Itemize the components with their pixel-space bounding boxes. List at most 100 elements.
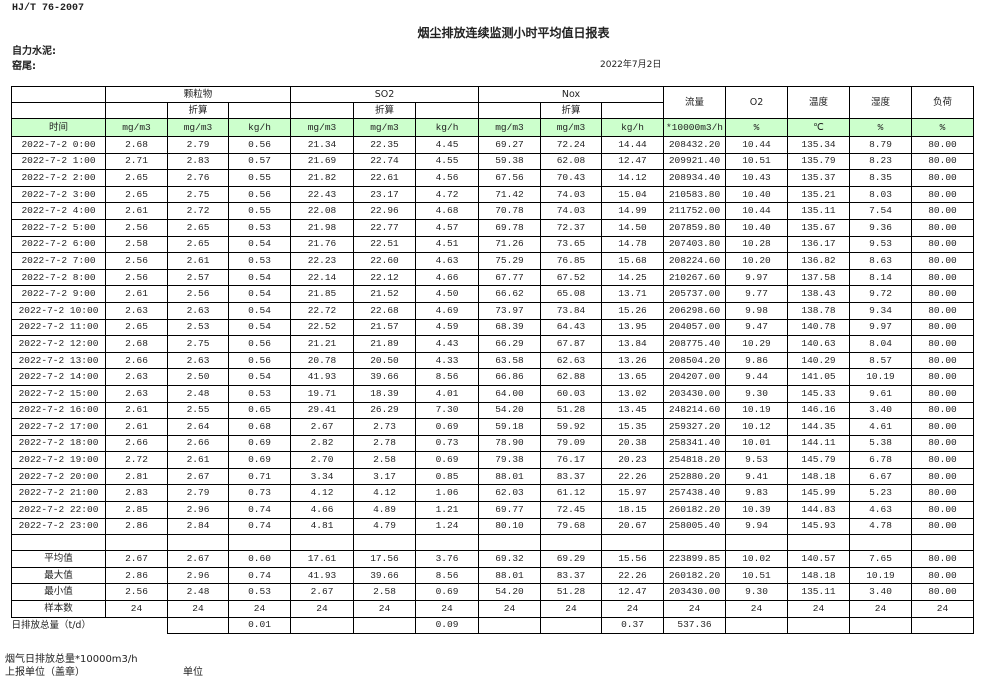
summary-value: 10.02 (725, 550, 788, 568)
value-cell: 2.58 (353, 451, 416, 469)
summary-label: 样本数 (11, 600, 106, 618)
daily-total-value: 537.36 (663, 616, 726, 635)
column-header: 温度 (787, 86, 850, 119)
value-cell: 4.66 (290, 501, 354, 519)
value-cell: 2.68 (105, 136, 168, 154)
value-cell: 0.53 (228, 218, 291, 237)
value-cell: 22.74 (353, 152, 416, 171)
time-cell: 2022-7-2 23:00 (11, 517, 106, 536)
value-cell: 20.38 (601, 434, 664, 453)
summary-value: 0.74 (228, 566, 291, 585)
value-cell: 208432.20 (663, 136, 726, 154)
corner-cell (11, 86, 106, 103)
summary-value: 223899.85 (663, 550, 726, 568)
value-cell: 2.61 (167, 252, 229, 270)
value-cell: 66.86 (478, 368, 541, 386)
value-cell: 15.04 (601, 185, 664, 204)
value-cell: 2.61 (105, 285, 168, 303)
value-cell: 15.68 (601, 252, 664, 270)
value-cell: 80.00 (911, 368, 974, 386)
value-cell: 6.78 (849, 451, 912, 469)
value-cell: 140.29 (787, 351, 850, 370)
value-cell: 14.99 (601, 202, 664, 220)
summary-value: 24 (105, 600, 168, 618)
summary-value: 22.26 (601, 566, 664, 585)
value-cell: 9.86 (725, 351, 788, 370)
value-cell: 204207.00 (663, 368, 726, 386)
value-cell: 2.72 (167, 202, 229, 220)
time-cell: 2022-7-2 7:00 (11, 252, 106, 270)
blank-cell (787, 534, 850, 552)
table-row: 2022-7-2 11:00 2.65 2.53 0.54 22.52 21.57 4.59… (11, 318, 974, 337)
table-row: 2022-7-2 7:00 2.56 2.61 0.53 22.23 22.60 4.63 7… (11, 252, 974, 270)
value-cell: 9.47 (725, 318, 788, 337)
value-cell: 207403.80 (663, 235, 726, 254)
value-cell: 4.01 (415, 384, 479, 403)
value-cell: 0.56 (228, 136, 291, 154)
value-cell: 0.69 (228, 451, 291, 469)
value-cell: 14.50 (601, 218, 664, 237)
sub-header-blank (601, 102, 664, 119)
value-cell: 10.51 (725, 152, 788, 171)
value-cell: 2.53 (167, 318, 229, 337)
summary-value: 15.56 (601, 550, 664, 568)
value-cell: 135.34 (787, 136, 850, 154)
value-cell: 80.00 (911, 318, 974, 337)
value-cell: 2.50 (167, 368, 229, 386)
daily-total-value (849, 616, 912, 635)
table-row: 2022-7-2 18:00 2.66 2.66 0.69 2.82 2.78 0.73 78… (11, 434, 974, 453)
summary-value: 24 (415, 600, 479, 618)
group-header: 颗粒物 (105, 86, 291, 103)
value-cell: 8.14 (849, 268, 912, 287)
summary-value: 0.69 (415, 583, 479, 602)
value-cell: 0.56 (228, 351, 291, 370)
value-cell: 22.77 (353, 218, 416, 237)
blank-cell (290, 534, 354, 552)
value-cell: 79.38 (478, 451, 541, 469)
value-cell: 4.78 (849, 517, 912, 536)
summary-value: 39.66 (353, 566, 416, 585)
value-cell: 257438.40 (663, 484, 726, 503)
value-cell: 88.01 (478, 467, 541, 486)
value-cell: 21.85 (290, 285, 354, 303)
summary-value: 135.11 (787, 583, 850, 602)
column-header: O2 (725, 86, 788, 119)
value-cell: 2.70 (290, 451, 354, 469)
report-date: 2022年7月2日 (600, 60, 662, 70)
value-cell: 54.20 (478, 401, 541, 420)
value-cell: 9.41 (725, 467, 788, 486)
value-cell: 62.63 (540, 351, 602, 370)
value-cell: 66.29 (478, 335, 541, 353)
value-cell: 59.38 (478, 152, 541, 171)
blank-cell (725, 534, 788, 552)
value-cell: 62.03 (478, 484, 541, 503)
value-cell: 2.63 (167, 301, 229, 320)
value-cell: 9.44 (725, 368, 788, 386)
value-cell: 8.79 (849, 136, 912, 154)
value-cell: 0.53 (228, 384, 291, 403)
value-cell: 4.59 (415, 318, 479, 337)
summary-label: 平均值 (11, 550, 106, 568)
value-cell: 21.69 (290, 152, 354, 171)
value-cell: 1.21 (415, 501, 479, 519)
time-cell: 2022-7-2 5:00 (11, 218, 106, 237)
summary-value: 2.86 (105, 566, 168, 585)
daily-total-value (353, 616, 416, 635)
value-cell: 2.64 (167, 418, 229, 436)
summary-value: 54.20 (478, 583, 541, 602)
value-cell: 2.61 (105, 418, 168, 436)
value-cell: 2.73 (353, 418, 416, 436)
value-cell: 21.34 (290, 136, 354, 154)
value-cell: 80.00 (911, 517, 974, 536)
value-cell: 71.26 (478, 235, 541, 254)
value-cell: 65.08 (540, 285, 602, 303)
table-row: 2022-7-2 6:00 2.58 2.65 0.54 21.76 22.51 4.51 7… (11, 235, 974, 254)
value-cell: 2.75 (167, 185, 229, 204)
value-cell: 80.00 (911, 268, 974, 287)
kiln-label: 窑尾: (12, 61, 36, 72)
blank-cell (540, 534, 602, 552)
time-cell: 2022-7-2 4:00 (11, 202, 106, 220)
value-cell: 0.74 (228, 517, 291, 536)
value-cell: 2.72 (105, 451, 168, 469)
blank-cell (601, 534, 664, 552)
